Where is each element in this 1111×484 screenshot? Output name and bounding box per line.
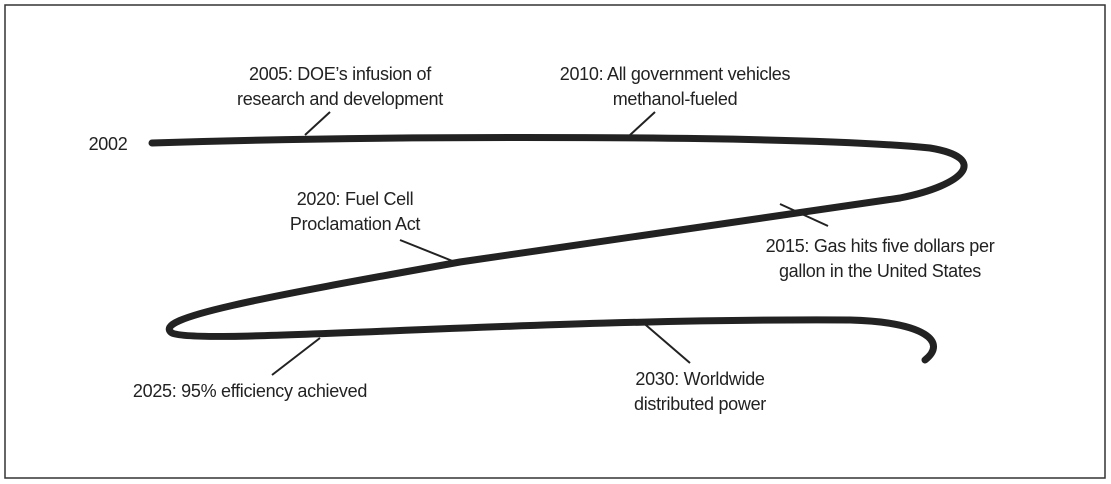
event-label: 2025: 95% efficiency achieved	[133, 381, 367, 401]
event-label: 2005: DOE’s infusion of	[249, 64, 432, 84]
leader-line	[399, 239, 456, 263]
event-label: 2015: Gas hits five dollars per	[766, 236, 995, 256]
leader-line	[779, 203, 829, 227]
event-label: 2020: Fuel Cell	[297, 189, 414, 209]
event-label: 2010: All government vehicles	[560, 64, 791, 84]
event-label: Proclamation Act	[290, 214, 421, 234]
event-label: research and development	[237, 89, 443, 109]
event-label: 2030: Worldwide	[635, 369, 765, 389]
leader-line	[271, 337, 321, 376]
event-label: methanol-fueled	[613, 89, 738, 109]
event-label: gallon in the United States	[779, 261, 981, 281]
event-label: distributed power	[634, 394, 766, 414]
start-label: 2002	[89, 134, 128, 154]
timeline-path	[148, 134, 968, 364]
leader-line	[304, 111, 331, 136]
leader-line	[629, 111, 656, 136]
frame	[4, 4, 1106, 479]
leader-line	[639, 319, 691, 364]
